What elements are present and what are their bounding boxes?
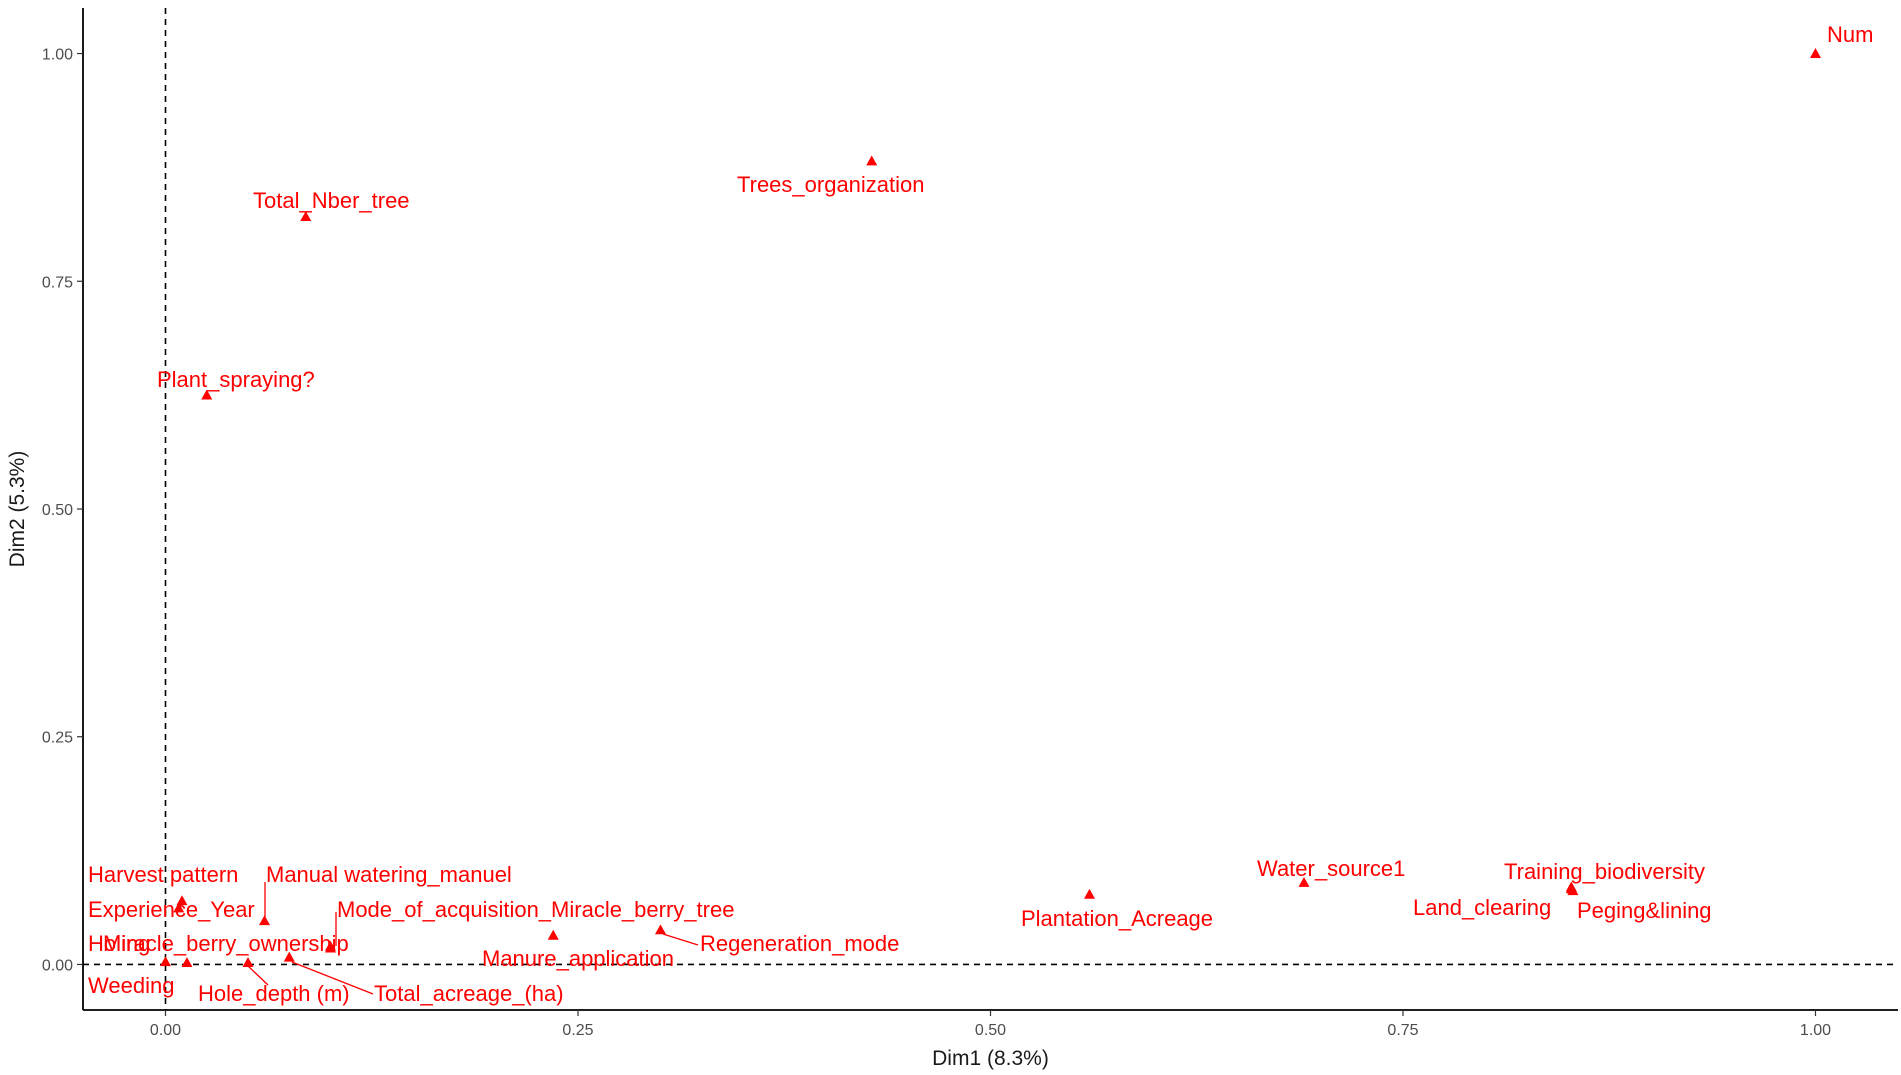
- y-tick-label: 0.25: [42, 730, 73, 747]
- point-marker: [547, 929, 559, 940]
- point-label: Miracle_berry_ownership: [103, 931, 349, 956]
- x-axis-title: Dim1 (8.3%): [932, 1047, 1049, 1070]
- point-label: Plant_spraying?: [157, 367, 315, 392]
- y-tick-label: 0.75: [42, 274, 73, 291]
- y-axis-ticks: 0.00 0.25 0.50 0.75 1.00: [42, 47, 83, 974]
- label-leader-lines: [246, 882, 699, 995]
- y-tick-label: 1.00: [42, 47, 73, 64]
- point-label: Hole_depth (m): [198, 981, 350, 1006]
- point-label: Mode_of_acquisition_Miracle_berry_tree: [337, 897, 734, 922]
- point-label: Total_Nber_tree: [253, 188, 410, 213]
- point-label: Plantation_Acreage: [1021, 906, 1213, 931]
- label-leader-line: [246, 964, 269, 986]
- point-label: Total_acreage_(ha): [374, 981, 564, 1006]
- label-leader-line: [291, 961, 374, 995]
- point-marker: [242, 957, 254, 968]
- y-axis-title: Dim2 (5.3%): [6, 451, 29, 568]
- y-tick-label: 0.00: [42, 957, 73, 974]
- point-marker: [1084, 888, 1095, 899]
- point-label: Experience_Year: [88, 897, 255, 922]
- point-label: Regeneration_mode: [700, 931, 899, 956]
- point-marker: [1567, 885, 1579, 896]
- y-tick-label: 0.50: [42, 502, 73, 519]
- point-label: Holing: [88, 931, 150, 956]
- reference-lines: [83, 8, 1898, 1010]
- point-marker: [259, 915, 270, 926]
- point-label: Training_biodiversity: [1504, 859, 1705, 884]
- point-label: Water_source1: [1257, 856, 1405, 881]
- x-tick-label: 0.75: [1387, 1022, 1418, 1039]
- point-label: Manure_application: [482, 946, 674, 971]
- data-points: [160, 48, 1821, 968]
- point-label: Trees_organization: [737, 172, 925, 197]
- x-tick-label: 1.00: [1800, 1022, 1831, 1039]
- point-marker: [160, 956, 171, 967]
- point-label: Peging&lining: [1577, 898, 1712, 923]
- point-marker: [283, 951, 295, 962]
- point-marker: [201, 389, 213, 400]
- point-marker: [325, 942, 336, 953]
- x-tick-label: 0.25: [562, 1022, 593, 1039]
- point-label: Num: [1827, 22, 1873, 47]
- point-marker: [176, 895, 188, 906]
- point-marker: [181, 957, 193, 968]
- x-tick-label: 0.00: [150, 1022, 181, 1039]
- point-marker: [866, 155, 878, 166]
- point-label: Weeding: [88, 973, 174, 998]
- point-marker: [300, 211, 312, 221]
- point-label: Harvest pattern: [88, 862, 238, 887]
- point-marker: [173, 902, 185, 913]
- x-tick-label: 0.50: [975, 1022, 1006, 1039]
- point-marker: [1298, 876, 1310, 887]
- point-marker: [655, 924, 666, 935]
- point-labels: Num Trees_organization Total_Nber_tree Plan…: [88, 22, 1873, 1006]
- x-axis-ticks: 0.00 0.25 0.50 0.75 1.00: [150, 1010, 1831, 1039]
- point-marker: [1810, 48, 1821, 58]
- label-leader-line: [662, 933, 699, 946]
- point-label: Land_clearing: [1413, 895, 1551, 920]
- point-label: Manual watering_manuel: [266, 862, 512, 887]
